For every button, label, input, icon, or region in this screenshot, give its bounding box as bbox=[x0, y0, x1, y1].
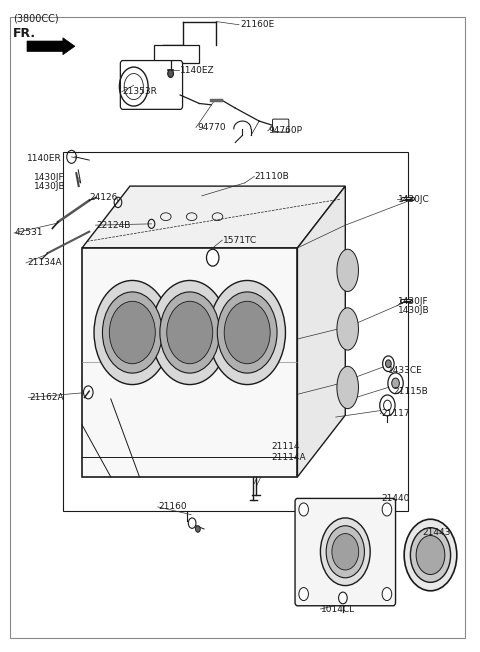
Circle shape bbox=[338, 592, 347, 604]
Text: 21160: 21160 bbox=[158, 503, 187, 511]
Text: 21110B: 21110B bbox=[254, 172, 289, 181]
Circle shape bbox=[382, 503, 392, 516]
Polygon shape bbox=[298, 186, 345, 477]
Circle shape bbox=[410, 527, 451, 582]
Circle shape bbox=[382, 587, 392, 600]
Circle shape bbox=[195, 526, 200, 532]
Text: 21353R: 21353R bbox=[123, 87, 157, 96]
Text: 1140ER: 1140ER bbox=[27, 154, 62, 162]
Circle shape bbox=[416, 535, 445, 574]
Circle shape bbox=[299, 587, 309, 600]
Text: (3800CC): (3800CC) bbox=[12, 14, 58, 24]
Circle shape bbox=[206, 249, 219, 266]
Circle shape bbox=[160, 292, 220, 373]
Text: 94770: 94770 bbox=[197, 123, 226, 132]
Text: 42531: 42531 bbox=[15, 228, 44, 237]
Text: 21114A: 21114A bbox=[271, 453, 306, 462]
Circle shape bbox=[332, 533, 359, 570]
Text: 94760P: 94760P bbox=[269, 126, 303, 136]
Circle shape bbox=[380, 395, 395, 416]
Circle shape bbox=[217, 292, 277, 373]
Circle shape bbox=[224, 301, 270, 364]
Text: 21115B: 21115B bbox=[393, 387, 428, 396]
Circle shape bbox=[167, 301, 213, 364]
Circle shape bbox=[152, 280, 228, 385]
FancyBboxPatch shape bbox=[295, 498, 396, 606]
Text: 1433CE: 1433CE bbox=[388, 366, 423, 375]
Text: 1014CL: 1014CL bbox=[322, 604, 356, 614]
Circle shape bbox=[388, 373, 403, 394]
Text: 21440: 21440 bbox=[381, 494, 409, 503]
Text: 1430JB: 1430JB bbox=[398, 306, 430, 315]
Text: 21160E: 21160E bbox=[240, 20, 274, 29]
Text: 1430JB: 1430JB bbox=[34, 183, 66, 191]
Circle shape bbox=[299, 503, 309, 516]
FancyBboxPatch shape bbox=[120, 61, 182, 110]
Circle shape bbox=[209, 280, 286, 385]
Text: 21134A: 21134A bbox=[27, 258, 61, 267]
Polygon shape bbox=[27, 38, 75, 55]
Text: 1430JF: 1430JF bbox=[398, 297, 429, 306]
Ellipse shape bbox=[337, 308, 359, 350]
Text: 21117: 21117 bbox=[381, 409, 410, 419]
Text: 21114: 21114 bbox=[271, 442, 300, 451]
Text: 1140EZ: 1140EZ bbox=[180, 66, 215, 75]
Polygon shape bbox=[82, 248, 298, 477]
Circle shape bbox=[102, 292, 162, 373]
Text: 21443: 21443 bbox=[423, 527, 451, 537]
Ellipse shape bbox=[337, 366, 359, 409]
Text: 1571TC: 1571TC bbox=[223, 235, 257, 244]
Circle shape bbox=[383, 356, 394, 372]
Ellipse shape bbox=[337, 249, 359, 291]
Text: 21162A: 21162A bbox=[29, 393, 64, 402]
Circle shape bbox=[404, 519, 457, 591]
Text: 22124B: 22124B bbox=[96, 220, 131, 230]
Bar bbox=[63, 153, 408, 511]
Text: 24126: 24126 bbox=[89, 194, 118, 202]
Circle shape bbox=[326, 526, 364, 578]
Text: 1430JF: 1430JF bbox=[34, 173, 65, 182]
Circle shape bbox=[385, 360, 391, 368]
Text: 1430JC: 1430JC bbox=[398, 195, 430, 203]
Text: FR.: FR. bbox=[12, 27, 36, 40]
Bar bbox=[154, 45, 199, 63]
Polygon shape bbox=[82, 186, 345, 248]
Circle shape bbox=[168, 70, 173, 78]
Circle shape bbox=[321, 518, 370, 585]
Circle shape bbox=[109, 301, 156, 364]
Circle shape bbox=[392, 378, 399, 389]
Circle shape bbox=[94, 280, 170, 385]
FancyBboxPatch shape bbox=[273, 119, 289, 132]
